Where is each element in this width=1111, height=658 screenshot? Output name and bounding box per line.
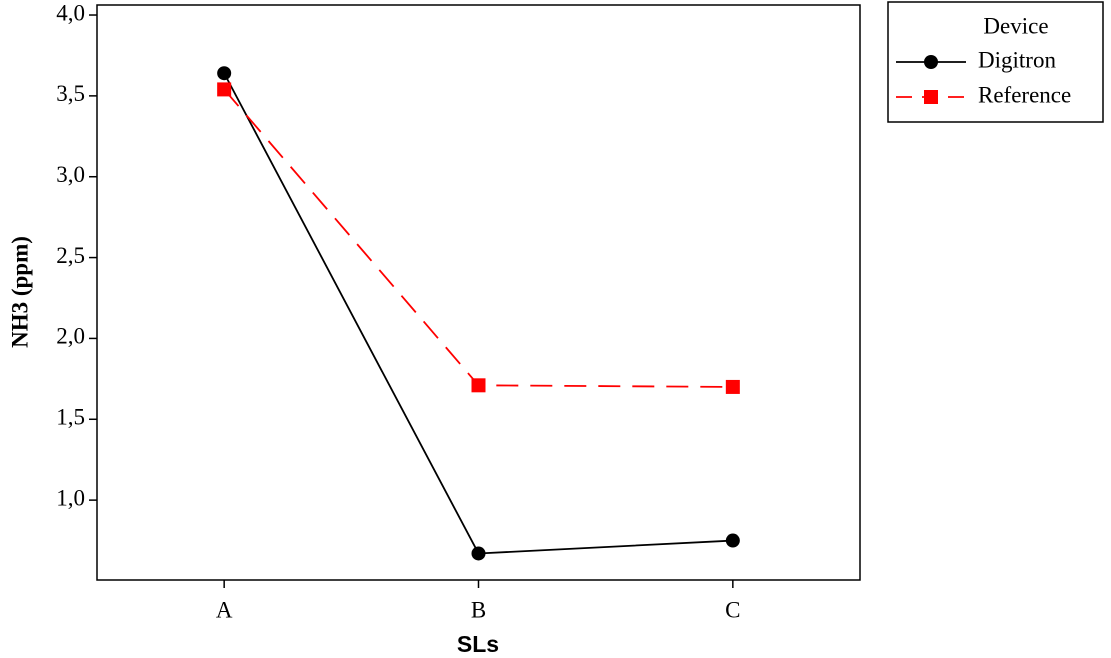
y-tick-label: 2,0 [56,324,85,349]
x-axis-label: SLs [457,631,499,657]
legend-label: Reference [978,82,1071,107]
legend-title: Device [983,13,1048,38]
data-point [217,82,232,97]
y-tick-label: 3,0 [56,162,85,187]
legend-marker [924,55,938,69]
x-tick-label: A [216,597,233,622]
y-tick-label: 3,5 [56,81,85,106]
series-line [223,72,733,555]
plot-frame [96,4,861,581]
x-tick-label: B [471,597,486,622]
y-axis-label: NH3 (ppm) [7,236,32,348]
y-tick-label: 1,0 [56,485,85,510]
data-point [471,546,486,561]
legend-marker [924,90,938,104]
series-line [223,88,733,388]
legend-label: Digitron [978,47,1056,72]
y-tick-label: 4,0 [56,0,85,25]
data-point [471,378,486,393]
x-tick-label: C [725,597,740,622]
y-tick-label: 1,5 [56,405,85,430]
data-point [725,533,740,548]
data-point [217,66,232,81]
y-tick-label: 2,5 [56,243,85,268]
data-point [725,379,740,394]
